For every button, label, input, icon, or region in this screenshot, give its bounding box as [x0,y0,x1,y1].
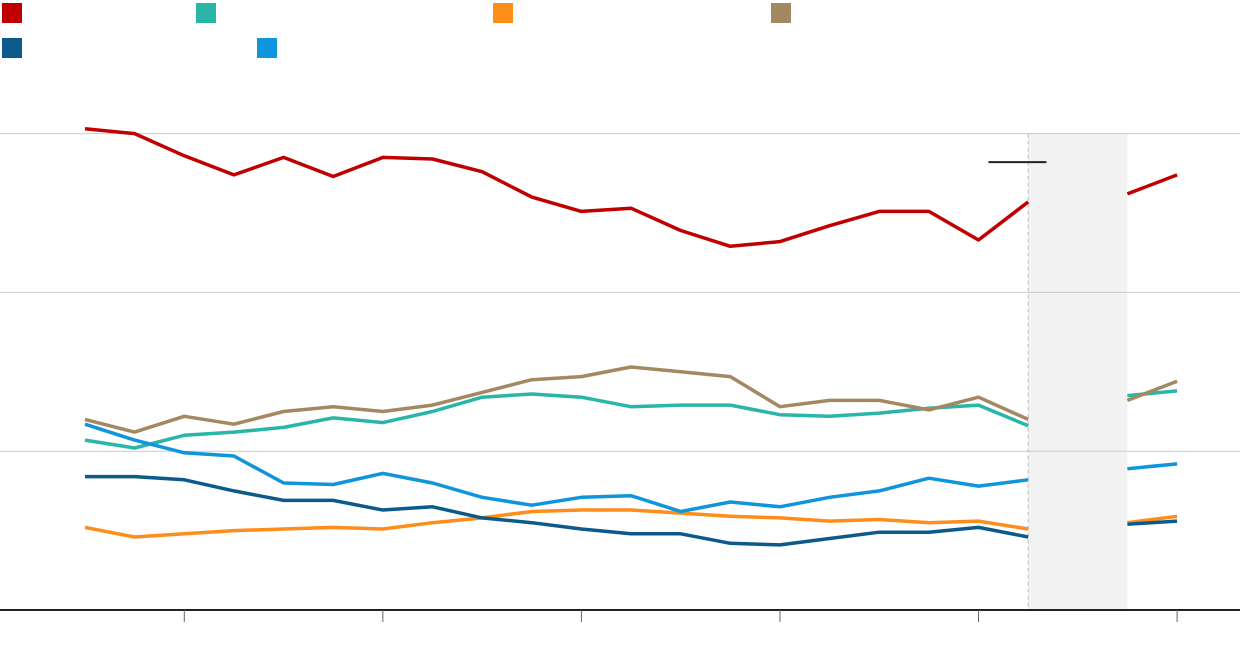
legend-item-series-6 [257,37,285,59]
shaded-period [1028,133,1128,610]
legend-item-series-5 [2,37,30,59]
series-line-2 [84,389,1178,450]
series-lines-group [84,127,1178,547]
series-line-1 [84,127,1178,249]
legend-swatch-series-6 [257,38,277,58]
x-axis [0,609,1240,622]
series-line-5 [85,474,1178,547]
series-line-4 [84,365,1178,434]
legend-swatch-series-5 [2,38,22,58]
legend-item-series-2 [196,2,224,24]
legend [0,0,1240,70]
legend-swatch-series-3 [493,3,513,23]
legend-item-series-1 [2,2,30,24]
legend-swatch-series-2 [196,3,216,23]
legend-swatch-series-4 [771,3,791,23]
legend-item-series-4 [771,2,799,24]
series-line-3 [84,508,1178,539]
legend-swatch-series-1 [2,3,22,23]
gridlines-group [0,133,1240,452]
shaded-period-group [1027,133,1128,610]
legend-item-series-3 [493,2,521,24]
series-line-6 [84,422,1178,514]
